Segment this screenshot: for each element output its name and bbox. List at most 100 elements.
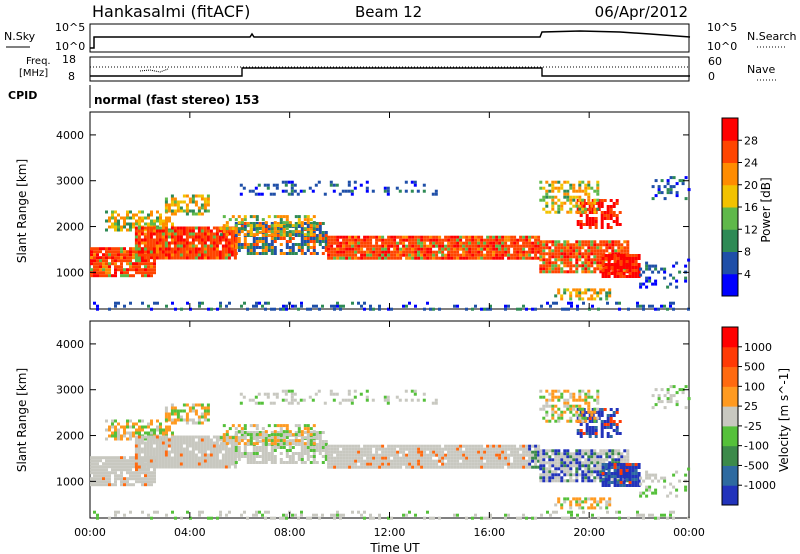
power-data-cell	[146, 232, 150, 236]
power-data-cell	[606, 208, 610, 211]
velocity-data-cell	[542, 449, 546, 453]
power-data-cell	[390, 235, 394, 239]
power-data-cell	[620, 249, 624, 253]
power-data-cell	[516, 253, 520, 257]
power-data-cell	[468, 241, 472, 245]
power-data-cell	[303, 237, 307, 240]
power-data-cell	[417, 256, 421, 260]
velocity-data-cell	[360, 459, 364, 463]
power-data-cell	[200, 256, 204, 260]
velocity-data-cell	[569, 473, 573, 477]
power-data-cell	[560, 249, 564, 253]
power-data-cell	[578, 249, 582, 253]
velocity-data-cell	[369, 450, 373, 454]
power-data-cell	[225, 304, 228, 308]
velocity-data-cell	[504, 462, 508, 466]
power-data-cell	[660, 267, 664, 271]
power-data-cell	[200, 226, 204, 230]
velocity-data-cell	[93, 468, 96, 472]
power-data-cell	[468, 253, 472, 257]
velocity-data-cell	[375, 462, 379, 466]
velocity-data-cell	[675, 391, 679, 395]
velocity-data-cell	[221, 441, 225, 445]
power-data-cell	[102, 262, 105, 266]
velocity-data-cell	[590, 395, 594, 399]
power-colorbar-swatch	[722, 140, 738, 163]
velocity-data-cell	[318, 431, 322, 434]
power-data-cell	[206, 253, 210, 257]
velocity-data-cell	[384, 456, 388, 460]
power-data-cell	[108, 225, 111, 229]
velocity-data-cell	[312, 446, 316, 449]
velocity-data-cell	[137, 441, 141, 445]
power-data-cell	[599, 270, 603, 274]
velocity-data-cell	[203, 418, 207, 422]
velocity-data-cell	[486, 453, 490, 457]
velocity-data-cell	[90, 465, 93, 469]
velocity-data-cell	[237, 458, 241, 461]
velocity-data-cell	[161, 447, 165, 451]
velocity-data-cell	[593, 455, 597, 459]
power-data-cell	[615, 199, 619, 202]
power-data-cell	[348, 241, 352, 245]
power-data-cell	[129, 268, 132, 272]
velocity-data-cell	[132, 477, 135, 481]
velocity-data-cell	[363, 459, 367, 463]
velocity-data-cell	[660, 400, 664, 404]
power-data-cell	[188, 200, 192, 204]
power-data-cell	[381, 247, 385, 251]
power-data-cell	[607, 263, 611, 266]
velocity-data-cell	[209, 450, 213, 454]
power-data-cell	[504, 241, 508, 245]
velocity-data-cell	[179, 438, 183, 442]
power-data-cell	[642, 304, 645, 308]
power-data-cell	[519, 307, 522, 311]
velocity-data-cell	[363, 462, 367, 466]
velocity-data-cell	[678, 388, 682, 392]
power-data-cell	[342, 247, 346, 251]
power-data-cell	[285, 304, 288, 308]
power-data-cell	[596, 180, 600, 184]
power-data-cell	[426, 301, 429, 305]
power-data-cell	[312, 233, 316, 237]
velocity-data-cell	[143, 447, 147, 451]
power-data-cell	[498, 253, 502, 257]
power-data-cell	[669, 188, 673, 192]
power-data-cell	[435, 253, 439, 257]
power-data-cell	[366, 238, 370, 242]
power-data-cell	[306, 246, 310, 249]
power-data-cell	[575, 249, 579, 253]
velocity-data-cell	[578, 413, 582, 417]
velocity-data-cell	[203, 444, 207, 448]
velocity-data-cell	[120, 474, 123, 478]
velocity-data-cell	[525, 447, 529, 451]
power-data-cell	[378, 244, 382, 248]
power-data-cell	[173, 256, 177, 260]
velocity-data-cell	[477, 465, 481, 469]
power-data-cell	[414, 250, 418, 254]
power-data-cell	[539, 180, 543, 184]
velocity-data-cell	[588, 417, 592, 420]
power-data-cell	[206, 250, 210, 254]
velocity-data-cell	[167, 456, 171, 460]
power-data-cell	[96, 304, 99, 308]
power-data-cell	[233, 256, 237, 260]
power-data-cell	[405, 256, 409, 260]
power-data-cell	[393, 247, 397, 251]
velocity-data-cell	[173, 412, 177, 416]
velocity-data-cell	[197, 462, 201, 466]
power-data-cell	[153, 219, 156, 223]
velocity-data-cell	[375, 453, 379, 457]
velocity-data-cell	[408, 462, 412, 466]
velocity-data-cell	[537, 444, 541, 448]
velocity-data-cell	[603, 423, 607, 426]
velocity-data-cell	[120, 477, 123, 481]
velocity-data-cell	[114, 456, 117, 460]
velocity-data-cell	[117, 477, 120, 481]
velocity-data-cell	[603, 408, 607, 411]
power-data-cell	[147, 304, 150, 308]
velocity-data-cell	[420, 453, 424, 457]
power-data-cell	[465, 241, 469, 245]
power-data-cell	[300, 301, 303, 305]
velocity-data-cell	[294, 437, 298, 440]
